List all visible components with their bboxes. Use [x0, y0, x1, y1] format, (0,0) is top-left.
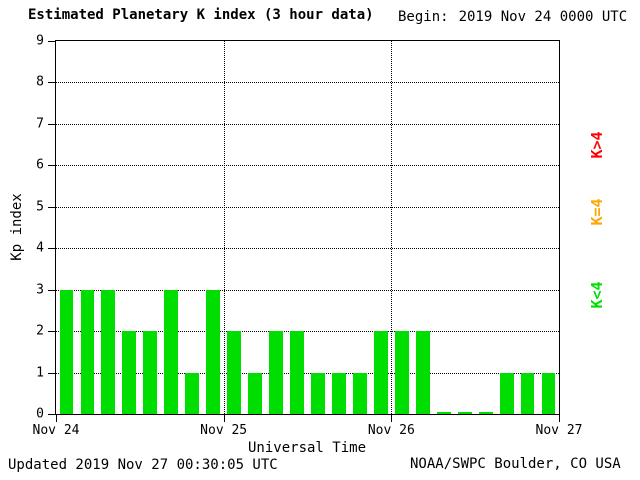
- kp-bar: [415, 331, 430, 414]
- y-tick-label: 8: [36, 74, 44, 90]
- v-gridline: [391, 41, 393, 414]
- y-tick-label: 1: [36, 365, 44, 381]
- y-tick-label: 9: [36, 33, 44, 49]
- kp-bar: [101, 289, 116, 414]
- x-tick-label: Nov 25: [200, 423, 248, 438]
- kp-bar: [164, 289, 179, 414]
- y-tick: [48, 289, 55, 291]
- y-tick-label: 7: [36, 116, 44, 132]
- legend-label: K>4: [588, 131, 606, 159]
- kp-bar: [269, 331, 283, 414]
- y-tick: [48, 331, 55, 333]
- kp-bar: [311, 372, 325, 414]
- kp-bar: [185, 372, 200, 414]
- y-tick-label: 6: [36, 157, 44, 173]
- x-axis-title: Universal Time: [247, 440, 367, 456]
- kp-bar: [520, 372, 535, 414]
- kp-bar: [478, 412, 493, 414]
- x-tick-label: Nov 26: [367, 423, 415, 438]
- y-tick: [48, 248, 55, 250]
- kp-bar: [352, 372, 367, 414]
- x-tick: [56, 415, 57, 422]
- x-tick-label: Nov 24: [32, 423, 80, 438]
- x-tick: [223, 415, 225, 422]
- y-tick: [48, 372, 55, 374]
- kp-bar: [499, 372, 514, 414]
- x-tick-label: Nov 27: [535, 423, 583, 438]
- y-tick-label: 2: [36, 323, 44, 339]
- plot-area: 0 1 2 3 4 5 6 7 8 9 Nov 24 Nov 25 Nov 26 Nov 27: [33, 35, 583, 439]
- kp-bar: [206, 289, 221, 414]
- kp-bar: [541, 372, 556, 414]
- updated-text: Updated 2019 Nov 27 00:30:05 UTC: [8, 457, 278, 473]
- legend-label: K=4: [588, 198, 606, 226]
- kp-bar: [80, 289, 95, 414]
- page-title: Estimated Planetary K index (3 hour data…: [28, 7, 374, 23]
- kp-bar: [143, 331, 158, 414]
- h-gridline: [56, 123, 559, 125]
- begin-value: 2019 Nov 24 0000 UTC: [458, 9, 628, 25]
- legend-label: K<4: [588, 281, 606, 309]
- h-gridline: [56, 206, 559, 208]
- h-gridline: [56, 165, 559, 167]
- y-tick-label: 5: [36, 199, 44, 215]
- y-tick: [48, 123, 55, 125]
- kp-bar: [122, 331, 137, 414]
- kp-bar: [332, 372, 346, 414]
- y-tick: [48, 165, 55, 167]
- kp-bar: [436, 412, 451, 414]
- kp-bar: [227, 331, 242, 414]
- y-tick: [48, 206, 55, 208]
- v-gridline: [223, 41, 225, 414]
- y-tick: [48, 414, 55, 415]
- y-tick-label: 0: [36, 406, 44, 422]
- kp-bar: [59, 289, 74, 414]
- kp-bar: [394, 331, 409, 414]
- h-gridline: [56, 331, 559, 333]
- kp-bar: [290, 331, 304, 414]
- x-tick: [391, 415, 393, 422]
- h-gridline: [56, 289, 559, 291]
- kp-bar: [373, 331, 388, 414]
- h-gridline: [56, 248, 559, 250]
- y-tick-label: 4: [36, 240, 44, 256]
- h-gridline: [56, 82, 559, 84]
- begin-label: Begin:: [398, 9, 449, 25]
- begin-timestamp: Begin: 2019 Nov 24 0000 UTC: [398, 9, 627, 25]
- y-tick: [48, 82, 55, 84]
- source-text: NOAA/SWPC Boulder, CO USA: [410, 456, 621, 472]
- y-tick-label: 3: [36, 282, 44, 298]
- h-gridline: [56, 372, 559, 374]
- kp-bar: [457, 412, 472, 414]
- kp-bar: [248, 372, 263, 414]
- y-tick: [48, 41, 55, 42]
- x-tick: [559, 415, 560, 422]
